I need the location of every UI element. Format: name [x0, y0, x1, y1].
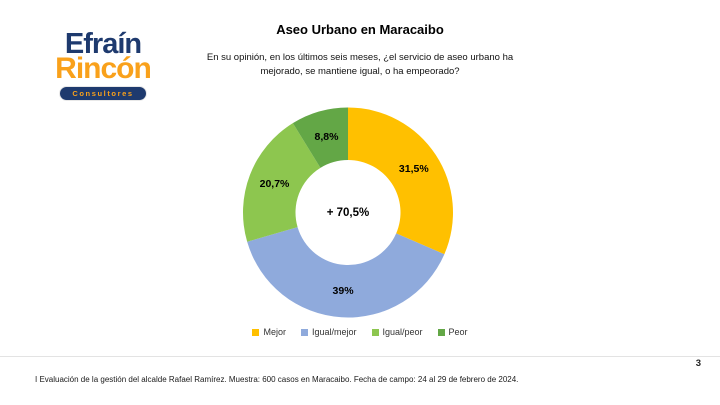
page-title: Aseo Urbano en Maracaibo: [276, 22, 444, 37]
footer-divider: [0, 356, 720, 357]
donut-segment-mejor: [348, 107, 453, 255]
legend-swatch: [371, 328, 379, 336]
donut-chart-svg: [243, 107, 453, 318]
legend-swatch: [252, 328, 260, 336]
legend-item-peor: Peor: [437, 327, 468, 337]
donut-segment-igual-peor: [243, 123, 321, 242]
survey-question: En su opinión, en los últimos seis meses…: [0, 51, 720, 79]
page-number: 3: [695, 358, 701, 369]
footer-note: I Evaluación de la gestión del alcalde R…: [35, 375, 519, 384]
company-logo: Efraín Rincón Consultores: [36, 30, 170, 101]
legend-swatch: [437, 328, 445, 336]
legend-swatch: [300, 328, 308, 336]
logo-name-first: Efraín: [64, 28, 142, 60]
chart-legend: Mejor Igual/mejor Igual/peor Peor: [0, 327, 720, 337]
donut-segment-igual-mejor: [247, 227, 445, 318]
legend-label: Igual/peor: [382, 327, 423, 337]
survey-question-line2: mejorado, se mantiene igual, o ha empeor…: [260, 65, 460, 77]
survey-question-line1: En su opinión, en los últimos seis meses…: [206, 52, 514, 63]
legend-item-igual-peor: Igual/peor: [371, 327, 423, 337]
legend-item-mejor: Mejor: [252, 327, 286, 337]
logo-badge: Consultores: [59, 86, 147, 101]
legend-label: Peor: [448, 327, 468, 337]
logo-name-last: Rincón: [55, 52, 152, 85]
legend-label: Mejor: [263, 327, 286, 337]
legend-item-igual-mejor: Igual/mejor: [300, 327, 357, 337]
donut-segment-peor: [292, 107, 348, 168]
legend-label: Igual/mejor: [311, 327, 357, 337]
